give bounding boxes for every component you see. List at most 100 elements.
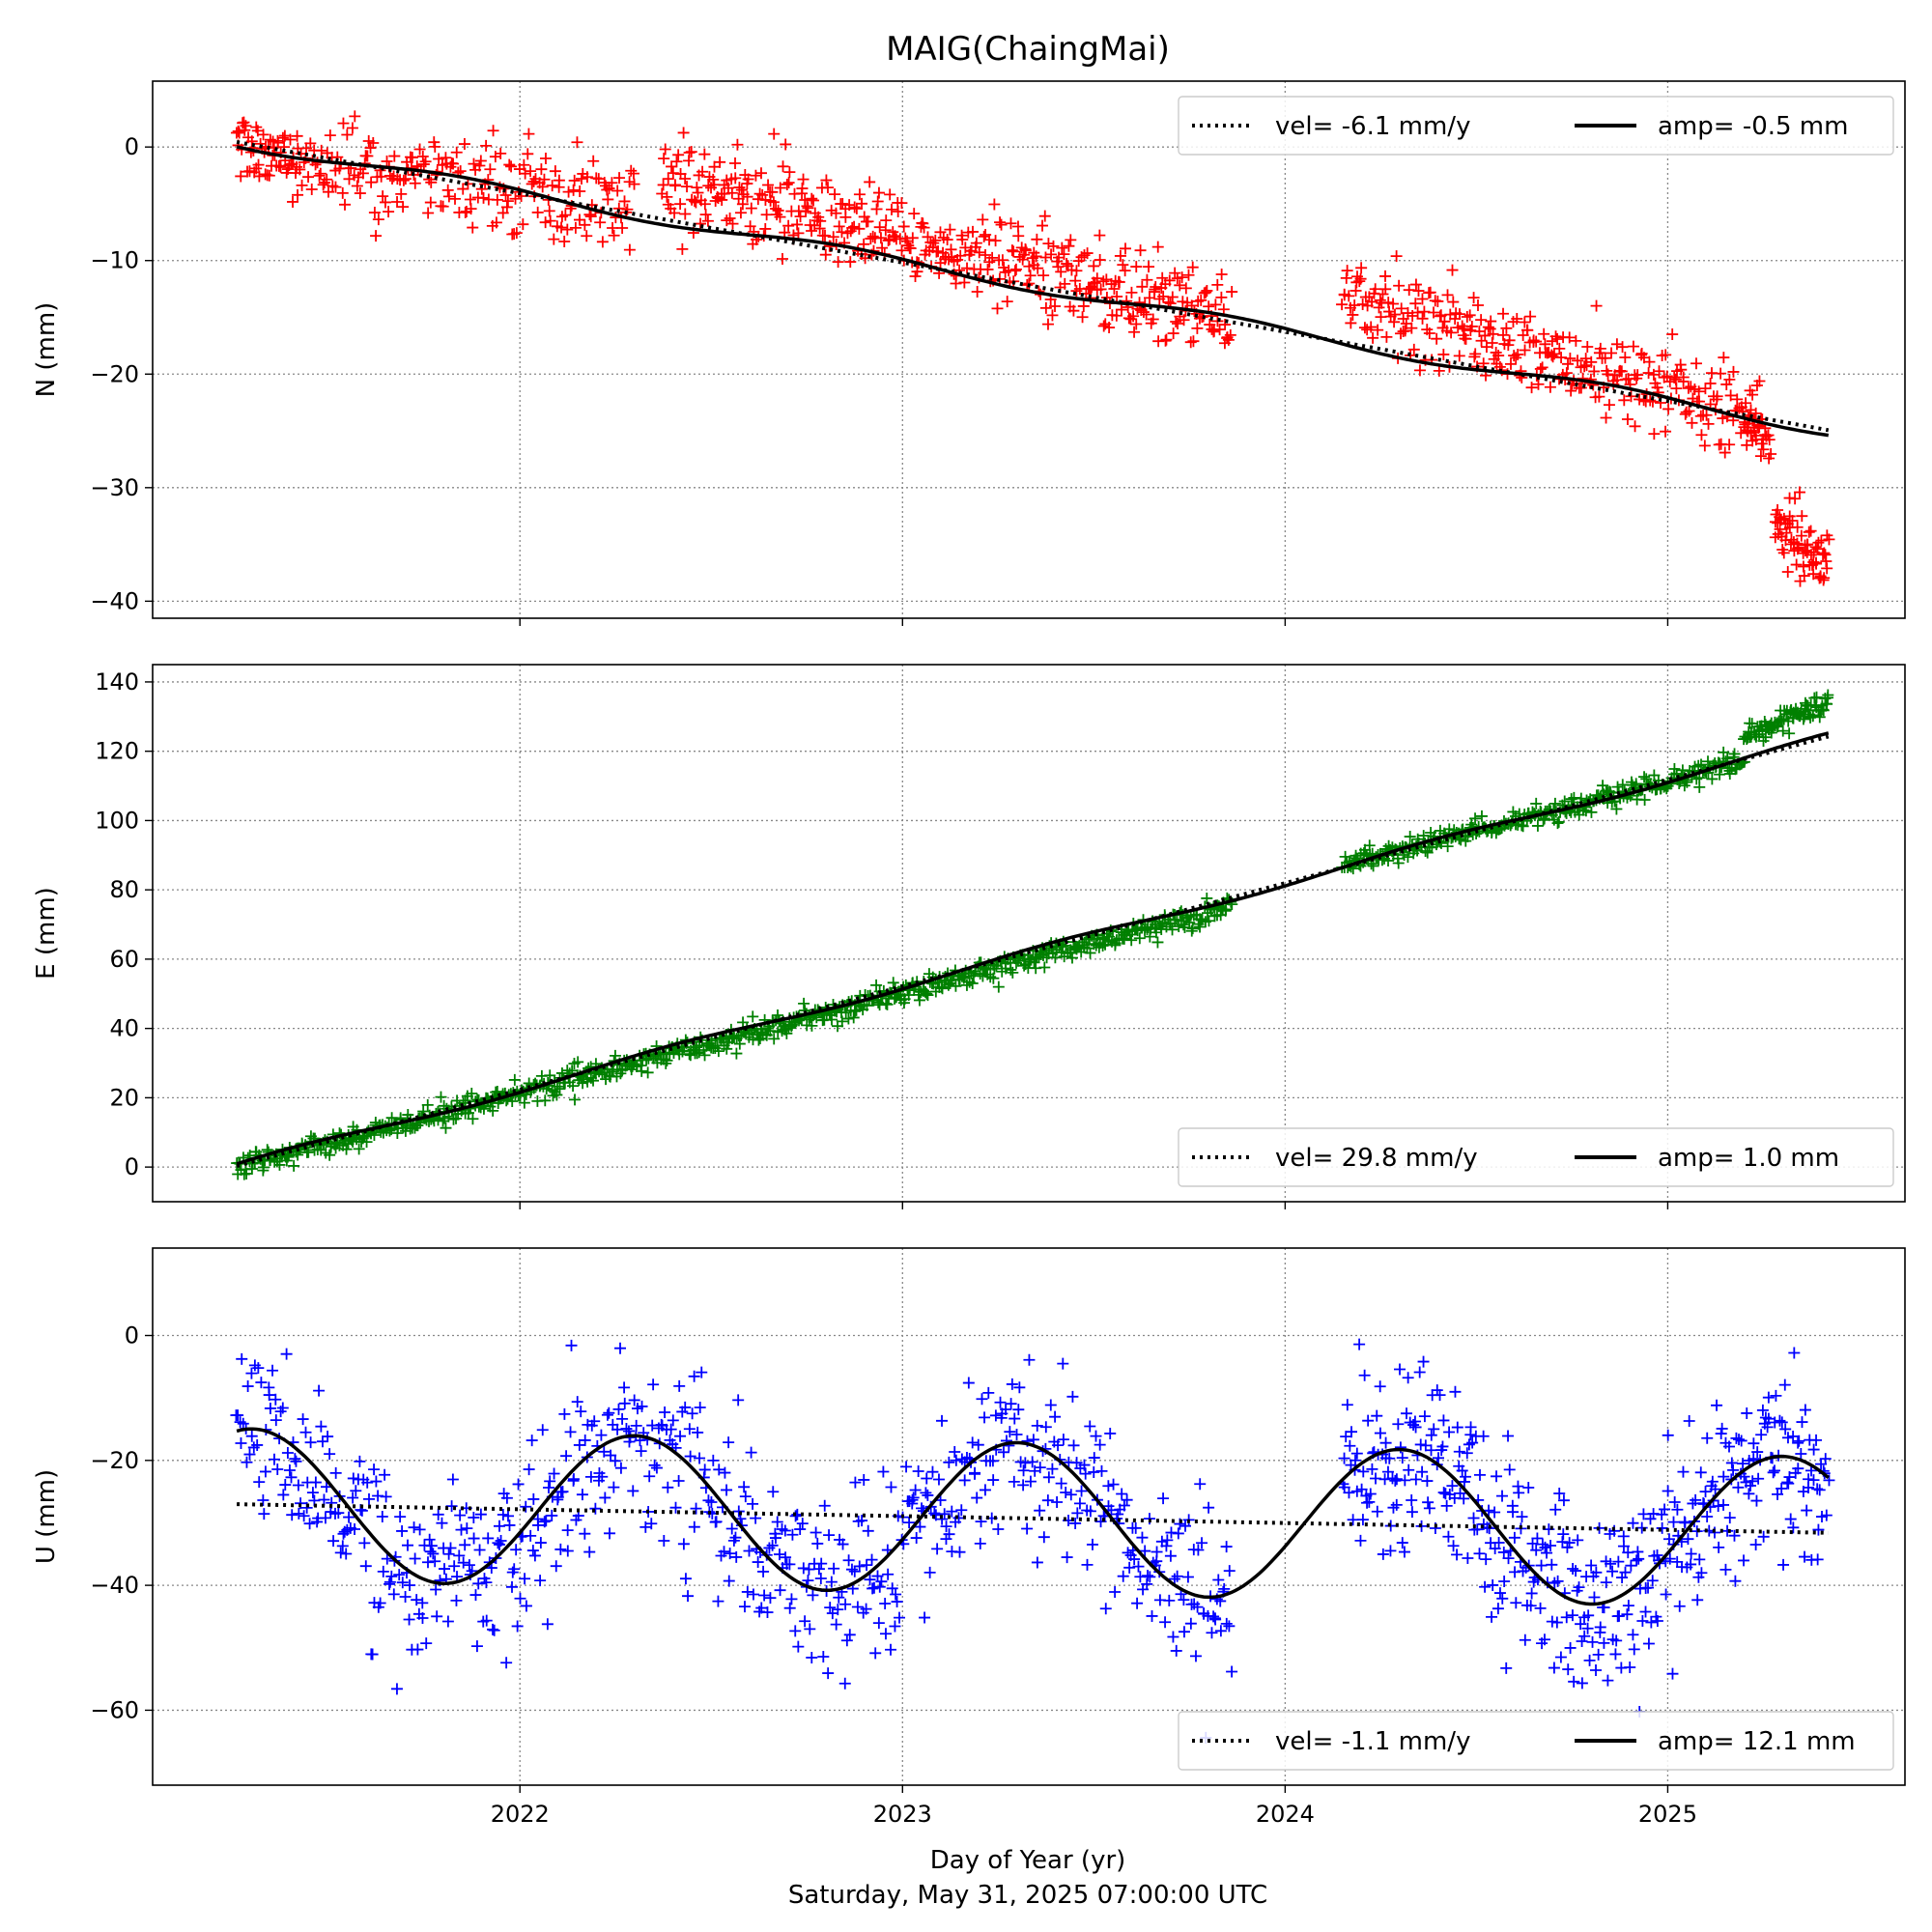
data-point-plus — [255, 1377, 268, 1389]
data-point-plus — [912, 1465, 924, 1478]
data-point-plus — [1583, 1654, 1596, 1666]
data-point-plus — [233, 127, 245, 139]
data-point-plus — [1646, 1575, 1659, 1587]
data-point-plus — [1119, 265, 1131, 277]
data-point-plus — [281, 1151, 294, 1163]
data-point-plus — [1776, 1416, 1788, 1429]
data-point-plus — [1191, 322, 1204, 334]
data-point-plus — [1039, 251, 1052, 264]
data-point-plus — [257, 1161, 270, 1174]
data-point-plus — [1738, 1554, 1750, 1567]
y-tick-label: −10 — [90, 247, 139, 274]
data-point-plus — [979, 1484, 991, 1496]
data-point-plus — [724, 212, 736, 224]
data-point-plus — [1525, 382, 1538, 394]
data-point-plus — [581, 171, 593, 184]
data-point-plus — [1208, 325, 1220, 337]
data-point-plus — [506, 1580, 519, 1593]
data-point-plus — [1610, 338, 1623, 351]
data-point-plus — [1637, 1508, 1650, 1520]
data-point-plus — [463, 1559, 475, 1572]
data-point-plus — [1005, 1398, 1017, 1410]
data-point-plus — [864, 176, 876, 188]
data-point-plus — [1041, 318, 1054, 330]
data-point-plus — [684, 1450, 696, 1463]
data-point-plus — [1549, 1503, 1562, 1516]
data-point-plus — [713, 1463, 725, 1476]
data-point-plus — [573, 213, 585, 226]
data-point-plus — [832, 256, 844, 269]
data-point-plus — [1802, 538, 1814, 551]
data-point-plus — [723, 1436, 735, 1449]
data-point-plus — [1548, 348, 1560, 360]
data-point-plus — [1084, 1505, 1096, 1518]
data-point-plus — [879, 1628, 892, 1640]
data-point-plus — [569, 221, 582, 234]
data-point-plus — [609, 1455, 621, 1467]
data-point-plus — [576, 1489, 588, 1501]
data-point-plus — [1049, 1410, 1062, 1423]
data-point-plus — [1782, 1477, 1795, 1490]
data-point-plus — [495, 1535, 507, 1548]
data-point-plus — [1776, 1482, 1788, 1494]
data-point-plus — [429, 140, 441, 153]
data-point-plus — [757, 1565, 770, 1577]
data-point-plus — [551, 1080, 563, 1093]
data-point-plus — [776, 252, 788, 265]
data-point-plus — [1437, 1487, 1450, 1499]
data-point-plus — [277, 1489, 290, 1501]
data-point-plus — [1638, 771, 1651, 783]
data-point-plus — [875, 1576, 888, 1588]
data-point-plus — [417, 158, 430, 171]
data-point-plus — [1578, 1630, 1591, 1642]
data-point-plus — [1585, 1559, 1598, 1572]
data-point-plus — [423, 1533, 436, 1546]
data-point-plus — [688, 1370, 700, 1382]
data-point-plus — [1682, 1533, 1694, 1546]
data-point-plus — [268, 1453, 280, 1465]
data-point-plus — [1496, 1490, 1509, 1502]
data-point-plus — [1120, 242, 1131, 255]
data-point-plus — [416, 1597, 429, 1609]
data-point-plus — [421, 1098, 434, 1111]
data-point-plus — [620, 1423, 633, 1435]
data-point-plus — [1500, 1662, 1513, 1674]
data-point-plus — [1160, 333, 1173, 346]
data-point-plus — [1487, 1578, 1499, 1591]
data-point-plus — [291, 129, 303, 142]
data-point-plus — [579, 1434, 591, 1446]
data-point-plus — [747, 1010, 759, 1023]
data-point-plus — [1406, 1506, 1418, 1519]
data-point-plus — [413, 1523, 426, 1536]
data-point-plus — [672, 1474, 685, 1487]
data-point-plus — [574, 185, 586, 198]
data-point-plus — [879, 1598, 892, 1610]
data-point-plus — [807, 1589, 819, 1602]
data-point-plus — [1706, 773, 1719, 785]
data-point-plus — [1169, 267, 1181, 279]
data-point-plus — [630, 1419, 642, 1432]
data-point-plus — [416, 1611, 429, 1624]
data-point-plus — [477, 191, 490, 204]
data-point-plus — [669, 1501, 682, 1514]
data-point-plus — [1581, 340, 1594, 353]
data-point-plus — [921, 987, 933, 1000]
data-point-plus — [724, 1548, 736, 1560]
data-point-plus — [1447, 1540, 1460, 1552]
data-point-plus — [1642, 1637, 1655, 1650]
data-point-plus — [319, 1512, 331, 1524]
data-point-plus — [1755, 1429, 1768, 1441]
data-point-plus — [1057, 1357, 1069, 1370]
data-point-plus — [1458, 1492, 1470, 1505]
data-point-plus — [1125, 286, 1138, 298]
data-point-plus — [833, 220, 845, 233]
data-point-plus — [1341, 265, 1353, 277]
data-point-plus — [1537, 813, 1549, 826]
data-point-plus — [1566, 1609, 1578, 1622]
data-point-plus — [897, 220, 910, 233]
data-point-plus — [276, 131, 289, 144]
data-point-plus — [1060, 1486, 1072, 1498]
data-point-plus — [1063, 240, 1075, 252]
data-point-plus — [241, 1456, 253, 1468]
data-point-plus — [907, 1492, 920, 1504]
